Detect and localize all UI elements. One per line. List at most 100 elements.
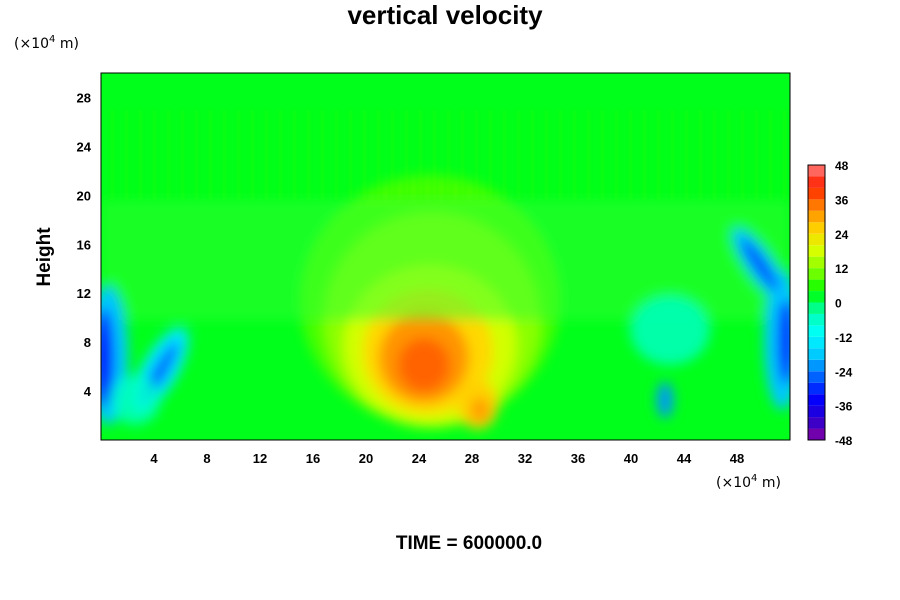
wave-streak	[320, 110, 325, 200]
wave-streak	[208, 110, 213, 200]
wave-streak	[194, 110, 199, 200]
y-tick-label: 28	[77, 90, 91, 105]
colorbar-swatch	[808, 279, 825, 292]
wave-streak	[348, 110, 353, 200]
colorbar-tick-label: -24	[835, 365, 853, 379]
x-tick-label: 4	[150, 451, 158, 466]
y-tick-label: 24	[77, 139, 92, 154]
plot-frame	[100, 72, 791, 441]
downdraft-right-streak	[740, 238, 780, 292]
colorbar-swatch	[808, 291, 825, 303]
wave-streak	[600, 110, 605, 200]
y-tick-label: 16	[77, 237, 91, 252]
colorbar-swatch	[808, 336, 825, 349]
wave-streak	[264, 110, 269, 200]
colorbar-swatch	[808, 268, 825, 280]
colorbar-tick-label: 12	[835, 262, 849, 276]
wave-streak	[684, 110, 689, 200]
colorbar-frame	[807, 164, 826, 441]
wave-streak	[138, 110, 143, 200]
downdraft-right-edge	[778, 295, 790, 385]
wave-streak	[698, 110, 703, 200]
colorbar-swatch	[808, 222, 825, 234]
wave-streak	[642, 110, 647, 200]
colorbar-swatch	[808, 382, 825, 395]
wave-streak	[726, 110, 731, 200]
y-tick-label: 20	[77, 188, 91, 203]
wave-streak	[712, 110, 717, 200]
x-tick-label: 20	[359, 451, 373, 466]
wave-streak	[502, 110, 507, 200]
downdraft-left-low	[110, 375, 160, 425]
wave-streak	[740, 110, 745, 200]
x-tick-label: 40	[624, 451, 638, 466]
wave-streak	[236, 110, 241, 200]
wave-streak	[460, 110, 465, 200]
x-ticks: 4 8 12 16 20 24 28 32 36 40 44 48	[150, 451, 744, 466]
x-tick-label: 16	[306, 451, 320, 466]
x-tick-label: 8	[203, 451, 210, 466]
wave-streak	[250, 110, 255, 200]
x-tick-label: 28	[465, 451, 479, 466]
updraft-core	[398, 338, 450, 392]
wave-streak	[124, 110, 129, 200]
wave-streak	[404, 110, 409, 200]
x-tick-label: 36	[571, 451, 585, 466]
wave-streak	[446, 110, 451, 200]
x-tick-label: 24	[412, 451, 427, 466]
wave-streak	[754, 110, 759, 200]
wave-streak	[278, 110, 283, 200]
wave-streak	[110, 110, 115, 200]
colorbar-swatch	[808, 348, 825, 360]
wave-streak	[558, 110, 563, 200]
colorbar-swatch	[808, 233, 825, 246]
colorbar-tick-label: -12	[835, 331, 853, 345]
wave-streak	[390, 110, 395, 200]
wave-streak	[768, 110, 773, 200]
wave-streak	[306, 110, 311, 200]
wave-streak	[782, 110, 787, 200]
downdraft-left-edge	[101, 308, 114, 408]
wave-streak	[152, 110, 157, 200]
colorbar-swatch	[808, 359, 825, 372]
wave-streak	[376, 110, 381, 200]
colorbar-ticks: 48 36 24 12 0 -12 -24 -36 -48	[835, 159, 853, 448]
y-tick-label: 12	[77, 286, 91, 301]
wave-streak	[516, 110, 521, 200]
y-tick-label: 8	[84, 335, 91, 350]
colorbar-swatch	[808, 210, 825, 223]
colorbar-tick-label: -36	[835, 400, 853, 414]
colorbar-swatch	[808, 394, 825, 406]
colorbar-tick-label: 48	[835, 159, 849, 173]
wave-streak	[572, 110, 577, 200]
x-axis-unit: (×104 m)	[716, 473, 781, 491]
x-tick-label: 12	[253, 451, 267, 466]
x-tick-label: 32	[518, 451, 532, 466]
colorbar-swatch	[808, 371, 825, 383]
colorbar-tick-label: 0	[835, 297, 842, 311]
wave-streak	[166, 110, 171, 200]
updraft-small-core-center	[471, 398, 489, 422]
colorbar-swatch	[808, 199, 825, 211]
downdraft-right-low	[630, 295, 710, 365]
colorbar	[807, 164, 826, 441]
wave-streak	[334, 110, 339, 200]
colorbar-tick-label: 36	[835, 193, 849, 207]
colorbar-swatch	[808, 417, 825, 429]
colorbar-swatch	[808, 245, 825, 257]
colorbar-tick-label: -48	[835, 434, 853, 448]
x-tick-label: 48	[730, 451, 744, 466]
wave-streak	[530, 110, 535, 200]
y-tick-label: 4	[84, 384, 92, 399]
colorbar-swatch	[808, 428, 825, 440]
wave-streak	[292, 110, 297, 200]
colorbar-swatch	[808, 256, 825, 269]
plot-area	[101, 73, 790, 440]
colorbar-swatch	[808, 176, 825, 188]
downdraft-right-spot	[657, 382, 673, 418]
velocity-field	[101, 175, 790, 429]
wave-streak	[670, 110, 675, 200]
wave-streak	[544, 110, 549, 200]
wave-streak	[474, 110, 479, 200]
